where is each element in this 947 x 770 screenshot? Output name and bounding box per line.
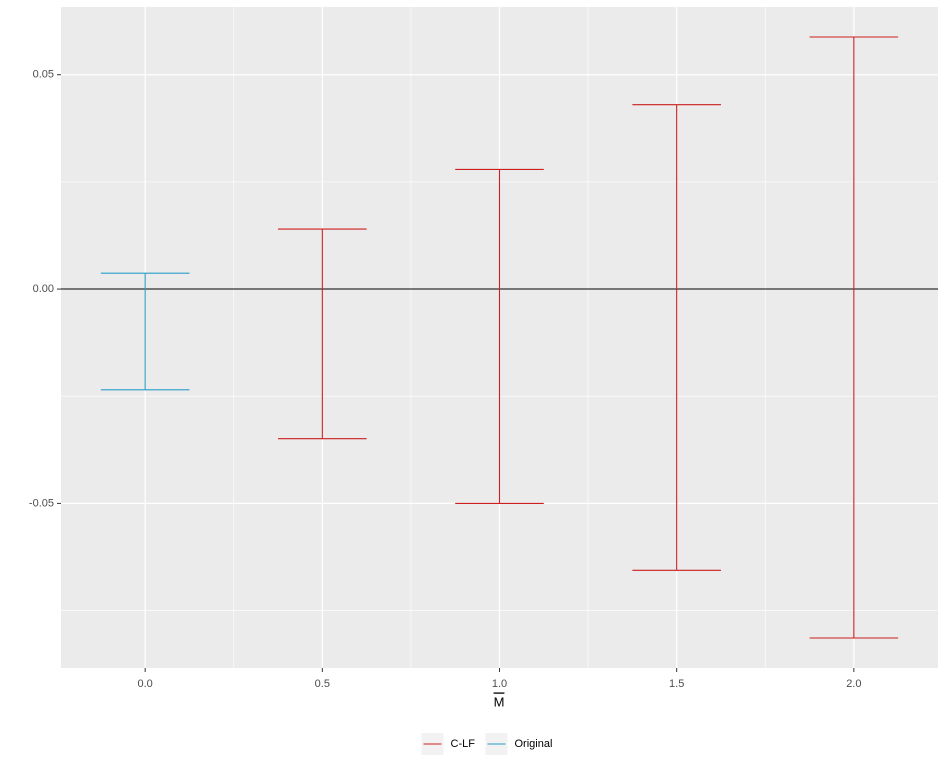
y-tick-label: 0.00 bbox=[33, 283, 54, 295]
y-tick-label: 0.05 bbox=[33, 69, 54, 81]
x-axis-label: M bbox=[494, 694, 505, 709]
legend-label: C-LF bbox=[451, 738, 476, 750]
x-tick-label: 1.0 bbox=[492, 678, 507, 690]
x-tick-label: 0.5 bbox=[315, 678, 330, 690]
y-tick-label: -0.05 bbox=[29, 497, 54, 509]
x-tick-label: 1.5 bbox=[669, 678, 684, 690]
x-tick-label: 0.0 bbox=[138, 678, 153, 690]
legend-label: Original bbox=[515, 738, 553, 750]
x-tick-label: 2.0 bbox=[846, 678, 861, 690]
